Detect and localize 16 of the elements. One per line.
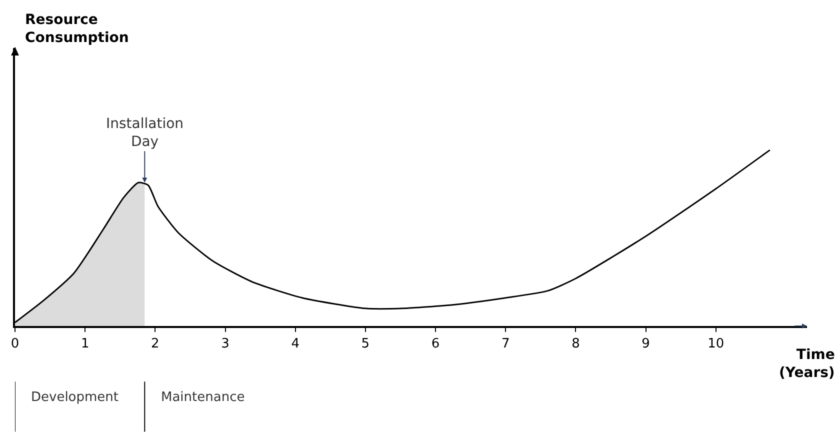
x-tick-label: 5 (361, 336, 370, 352)
x-axis-title: Time (Years) (779, 347, 835, 382)
x-tick-label: 2 (151, 336, 160, 352)
x-tick-label: 1 (80, 336, 90, 352)
text: Resource Consumption (25, 12, 129, 46)
x-tick-label: 9 (642, 336, 650, 352)
text: Maintenance (161, 390, 245, 405)
x-tick-label: 8 (572, 336, 580, 352)
x-tick-label: 3 (221, 336, 230, 352)
annotation: Installation Day (106, 116, 184, 150)
x-tick-label: 0 (10, 336, 20, 352)
x-tick-label: 4 (291, 336, 300, 352)
x-tick-label: 6 (431, 336, 440, 352)
text: Development (31, 390, 119, 405)
x-tick-label: 7 (501, 336, 510, 352)
x-tick-label: 10 (708, 336, 724, 352)
